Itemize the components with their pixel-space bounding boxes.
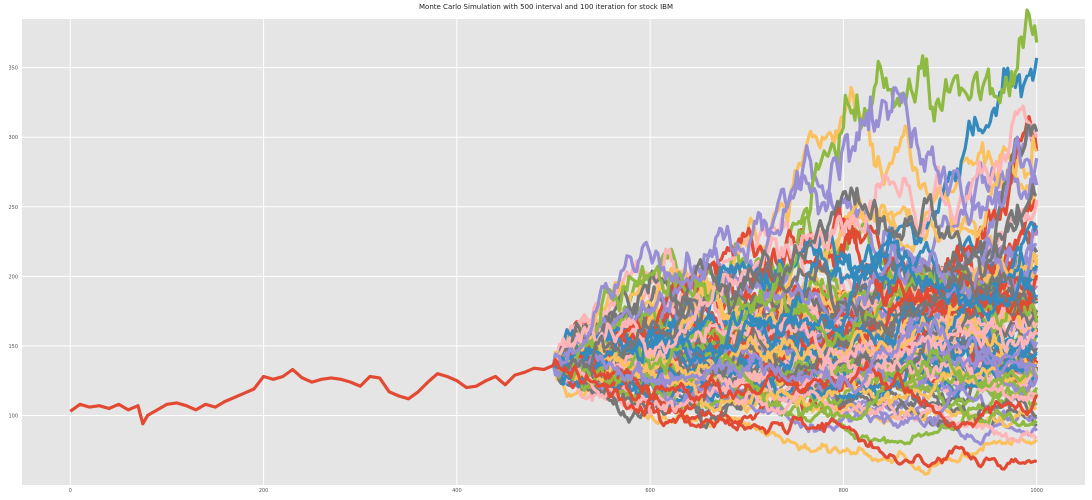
- simulation-path: [553, 260, 1038, 367]
- y-tick-label: 250: [8, 205, 18, 211]
- simulation-path: [552, 317, 1038, 395]
- y-tick-label: 100: [8, 413, 18, 419]
- x-tick-label: 1000: [1030, 488, 1043, 494]
- simulation-path: [553, 352, 1039, 430]
- x-tick-label: 200: [259, 488, 269, 494]
- y-tick-label: 350: [8, 66, 18, 72]
- historical-line: [69, 363, 555, 426]
- tick-labels: 0 200 400 600 800 1000 100 150 200 250 300 350: [8, 66, 1043, 494]
- y-tick-label: 200: [8, 274, 18, 280]
- simulation-path: [551, 86, 1039, 367]
- y-tick-label: 150: [8, 344, 18, 350]
- y-tick-label: 300: [8, 135, 18, 141]
- simulation-path: [551, 358, 1037, 471]
- chart-title: Monte Carlo Simulation with 500 interval…: [419, 3, 673, 11]
- x-tick-label: 400: [452, 488, 462, 494]
- x-tick-label: 600: [645, 488, 655, 494]
- x-tick-label: 800: [839, 488, 849, 494]
- simulation-path: [552, 8, 1039, 373]
- x-tick-label: 0: [69, 488, 72, 494]
- simulation-paths: [551, 8, 1039, 476]
- historical-series: [69, 363, 555, 426]
- simulation-path: [552, 123, 1039, 374]
- simulation-path: [552, 57, 1039, 370]
